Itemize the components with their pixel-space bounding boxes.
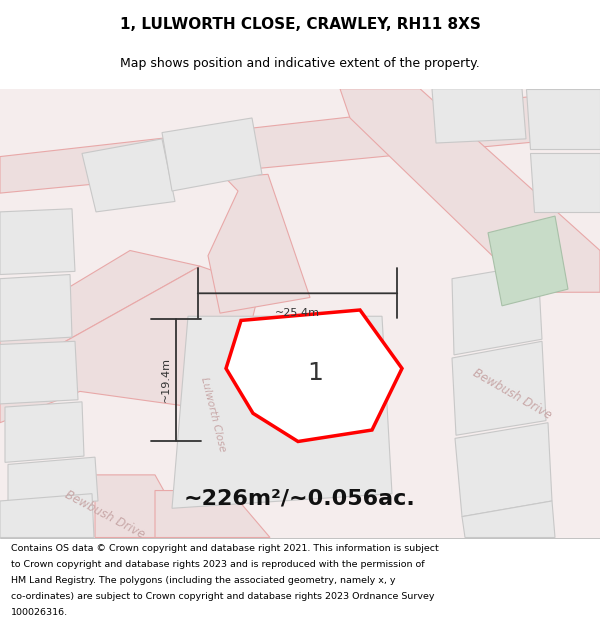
Polygon shape [455, 422, 552, 517]
Text: ~19.4m: ~19.4m [161, 357, 171, 402]
Polygon shape [172, 316, 392, 508]
Polygon shape [462, 501, 555, 538]
Polygon shape [530, 154, 600, 212]
Polygon shape [452, 341, 546, 435]
Polygon shape [0, 89, 600, 538]
Polygon shape [0, 266, 260, 422]
Text: ~25.4m: ~25.4m [275, 308, 320, 318]
Polygon shape [0, 89, 600, 193]
Polygon shape [0, 274, 72, 341]
Polygon shape [162, 118, 262, 191]
Polygon shape [0, 341, 78, 404]
Polygon shape [208, 174, 310, 313]
Text: 1: 1 [307, 361, 323, 384]
Polygon shape [0, 251, 200, 365]
Polygon shape [432, 89, 526, 143]
Polygon shape [155, 491, 270, 538]
Polygon shape [0, 494, 94, 538]
Text: Lulworth Close: Lulworth Close [199, 376, 227, 452]
Text: ~226m²/~0.056ac.: ~226m²/~0.056ac. [184, 489, 416, 509]
Polygon shape [226, 310, 402, 441]
Polygon shape [95, 475, 190, 538]
Polygon shape [452, 264, 542, 355]
Polygon shape [526, 89, 600, 149]
Polygon shape [8, 457, 98, 506]
Text: co-ordinates) are subject to Crown copyright and database rights 2023 Ordnance S: co-ordinates) are subject to Crown copyr… [11, 592, 434, 601]
Polygon shape [82, 139, 175, 212]
Text: Bewbush Drive: Bewbush Drive [470, 367, 554, 423]
Polygon shape [0, 209, 75, 274]
Text: Bewbush Drive: Bewbush Drive [63, 488, 147, 541]
Text: Map shows position and indicative extent of the property.: Map shows position and indicative extent… [120, 58, 480, 71]
Text: 1, LULWORTH CLOSE, CRAWLEY, RH11 8XS: 1, LULWORTH CLOSE, CRAWLEY, RH11 8XS [119, 18, 481, 32]
Text: HM Land Registry. The polygons (including the associated geometry, namely x, y: HM Land Registry. The polygons (includin… [11, 576, 395, 585]
Text: 100026316.: 100026316. [11, 608, 68, 618]
Polygon shape [488, 216, 568, 306]
Polygon shape [5, 402, 84, 462]
Text: Contains OS data © Crown copyright and database right 2021. This information is : Contains OS data © Crown copyright and d… [11, 544, 439, 552]
Polygon shape [340, 89, 600, 292]
Text: to Crown copyright and database rights 2023 and is reproduced with the permissio: to Crown copyright and database rights 2… [11, 560, 424, 569]
